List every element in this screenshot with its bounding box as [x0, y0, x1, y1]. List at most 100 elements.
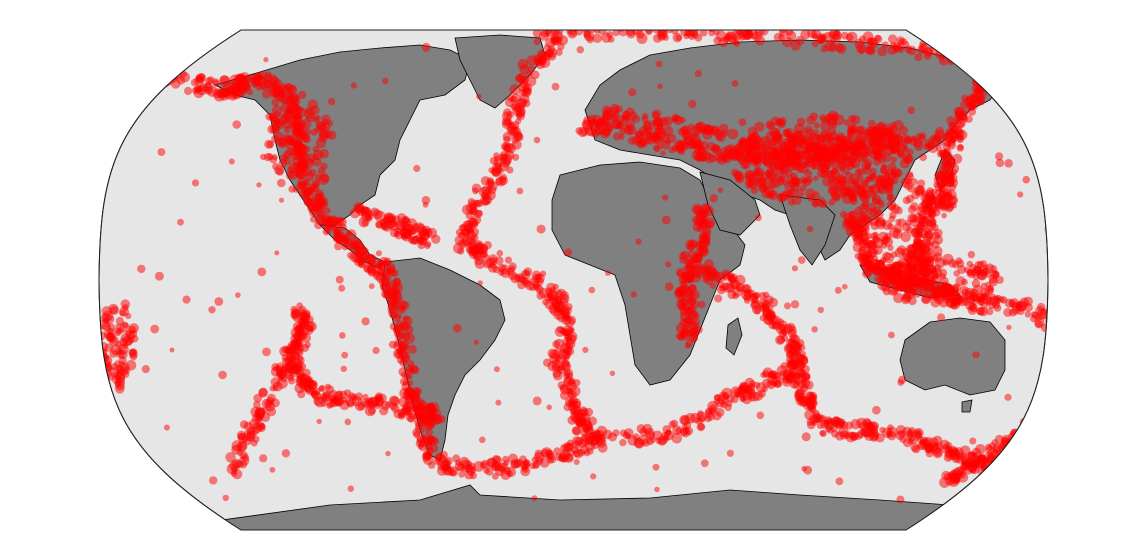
earthquake-marker [511, 93, 521, 103]
earthquake-marker [925, 444, 935, 454]
earthquake-marker [1066, 368, 1076, 378]
earthquake-marker [119, 306, 129, 317]
earthquake-marker [1047, 405, 1048, 415]
earthquake-marker [907, 438, 914, 445]
earthquake-marker [1036, 114, 1044, 122]
earthquake-marker [609, 113, 619, 123]
earthquake-marker [400, 377, 408, 386]
earthquake-marker [1074, 366, 1081, 373]
earthquake-marker [943, 473, 951, 480]
earthquake-marker [654, 145, 661, 153]
earthquake-marker [788, 198, 796, 206]
earthquake-marker [663, 430, 675, 441]
earthquake-marker [260, 153, 267, 161]
earthquake-marker [890, 121, 897, 129]
earthquake-marker [751, 131, 759, 139]
earthquake-marker [298, 90, 307, 100]
earthquake-marker [1049, 312, 1059, 322]
earthquake-marker [573, 379, 581, 387]
earthquake-marker [1072, 382, 1080, 390]
earthquake-marker [800, 356, 809, 366]
earthquake-marker [1072, 155, 1082, 165]
earthquake-marker [1058, 403, 1067, 412]
earthquake-marker [680, 428, 689, 437]
earthquake-marker [1022, 175, 1030, 184]
earthquake-marker [532, 396, 542, 406]
earthquake-marker [154, 271, 164, 281]
earthquake-marker [551, 82, 560, 91]
earthquake-marker [1003, 307, 1013, 317]
earthquake-marker [1080, 342, 1089, 351]
earthquake-marker [828, 198, 836, 206]
earthquake-marker [368, 283, 375, 290]
earthquake-marker [1065, 339, 1075, 349]
earthquake-marker [290, 310, 300, 320]
earthquake-marker [703, 259, 714, 270]
earthquake-marker [804, 128, 814, 138]
earthquake-marker [655, 60, 663, 68]
earthquake-marker [665, 261, 672, 268]
earthquake-marker [662, 194, 669, 201]
earthquake-marker [933, 205, 940, 213]
earthquake-marker [1075, 351, 1084, 360]
earthquake-marker [978, 453, 986, 461]
earthquake-marker [393, 277, 401, 286]
earthquake-marker [294, 140, 301, 147]
earthquake-marker [759, 314, 767, 322]
earthquake-marker [211, 78, 220, 86]
earthquake-marker [925, 283, 934, 292]
earthquake-marker [612, 21, 620, 29]
earthquake-marker [891, 129, 901, 139]
earthquake-marker [1067, 130, 1076, 139]
earthquake-marker [1044, 310, 1048, 317]
earthquake-marker [264, 399, 273, 408]
earthquake-marker [867, 119, 876, 128]
earthquake-marker [856, 417, 867, 429]
earthquake-marker [992, 271, 999, 278]
earthquake-marker [468, 245, 477, 255]
earthquake-marker [571, 426, 581, 436]
earthquake-marker [1070, 347, 1077, 354]
earthquake-marker [689, 22, 696, 29]
earthquake-marker [1065, 334, 1073, 342]
earthquake-marker [1048, 406, 1056, 414]
earthquake-marker [140, 64, 149, 73]
earthquake-marker [1052, 391, 1061, 400]
earthquake-marker [401, 321, 411, 331]
earthquake-marker [1078, 344, 1085, 351]
earthquake-marker [1072, 363, 1078, 369]
earthquake-marker [1067, 296, 1075, 304]
earthquake-marker [401, 403, 411, 414]
earthquake-marker [128, 73, 136, 81]
earthquake-marker [485, 467, 494, 476]
earthquake-marker [714, 271, 726, 283]
earthquake-marker [664, 20, 673, 29]
earthquake-marker [885, 143, 892, 150]
earthquake-marker [896, 36, 905, 45]
earthquake-marker [938, 281, 946, 290]
earthquake-marker [263, 73, 273, 84]
earthquake-marker [800, 350, 806, 357]
earthquake-marker [846, 31, 858, 43]
earthquake-marker [938, 190, 947, 198]
earthquake-marker [1056, 300, 1066, 310]
earthquake-marker [294, 326, 304, 336]
earthquake-marker [836, 43, 847, 54]
earthquake-marker [515, 74, 523, 83]
earthquake-marker [182, 295, 191, 304]
earthquake-marker [458, 471, 465, 478]
earthquake-marker [1032, 416, 1042, 426]
earthquake-marker [661, 215, 671, 225]
earthquake-marker [237, 86, 248, 96]
earthquake-marker [535, 285, 544, 294]
earthquake-marker [867, 138, 876, 147]
earthquake-marker [1057, 313, 1068, 324]
earthquake-marker [754, 292, 761, 299]
earthquake-marker [1069, 336, 1078, 345]
earthquake-marker [880, 163, 888, 170]
earthquake-marker [476, 93, 482, 100]
earthquake-marker [691, 203, 703, 215]
earthquake-marker [1050, 410, 1057, 417]
earthquake-marker [388, 296, 397, 305]
earthquake-marker [771, 153, 779, 161]
